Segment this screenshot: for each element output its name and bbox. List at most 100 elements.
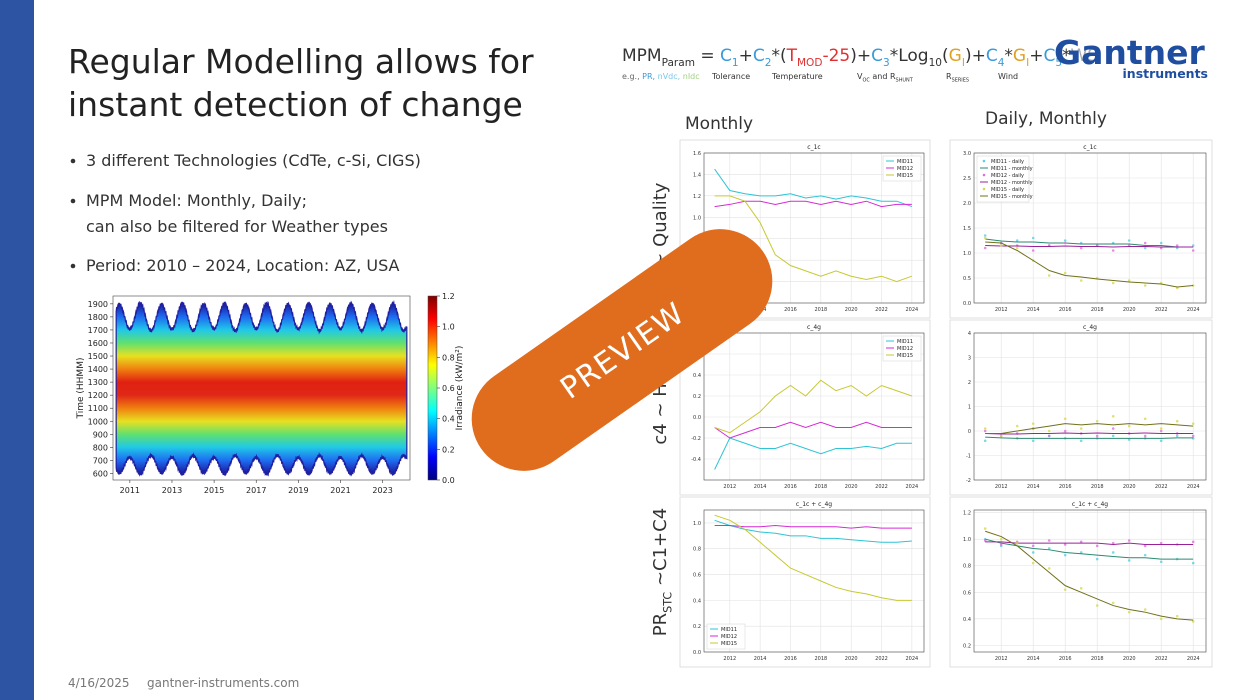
y-tick-label: 1500 [88, 352, 108, 361]
token: * [1004, 46, 1013, 66]
data-point [1095, 434, 1099, 438]
y-tick-label: 800 [93, 443, 108, 452]
x-tick-label: 2024 [905, 656, 918, 662]
x-tick-label: 2012 [995, 656, 1008, 662]
data-point [983, 439, 987, 443]
token-sub: I [962, 57, 965, 69]
y-tick-label: 1.0 [963, 251, 971, 257]
series-line [714, 524, 912, 529]
token: *Log [890, 46, 929, 66]
y-tick-label: 1.5 [963, 226, 971, 232]
token: G [1013, 46, 1026, 66]
x-tick-label: 2020 [845, 307, 858, 313]
token: Temperature [771, 72, 823, 81]
x-tick-label: 2016 [1059, 656, 1072, 662]
y-tick-label: 0.0 [693, 415, 701, 421]
series-line [985, 238, 1194, 248]
data-point [1031, 249, 1035, 252]
token: Tolerance [711, 72, 750, 81]
y-tick-label: 0.6 [963, 590, 971, 596]
chart-title: c_1c [807, 144, 820, 151]
data-point [1143, 544, 1147, 548]
data-point [999, 537, 1003, 541]
y-tick-label: 0 [968, 429, 971, 435]
y-tick-label: -0.2 [691, 436, 701, 442]
data-point [983, 236, 987, 240]
chart-title: c_4g [1083, 324, 1097, 331]
data-point [1127, 539, 1131, 542]
token: e.g., [622, 72, 642, 81]
data-point [1031, 561, 1035, 565]
token: PR [650, 613, 671, 636]
data-point [1063, 241, 1067, 245]
y-tick-label: 0.2 [693, 394, 701, 400]
y-tick-label: 700 [93, 456, 108, 465]
chart-title: c_4g [807, 324, 821, 331]
token: G [949, 46, 962, 66]
plot-frame [112, 295, 411, 481]
data-point [1159, 541, 1163, 545]
data-point [1095, 557, 1099, 561]
x-tick-label: 2022 [875, 656, 888, 662]
token: PR, [642, 72, 657, 81]
legend-label: MID12 [897, 346, 913, 352]
token-sub: 3 [883, 57, 890, 69]
token: = [695, 46, 720, 66]
x-tick-label: 2024 [905, 307, 918, 313]
legend-label: MID11 [721, 627, 737, 633]
token: MPM [622, 46, 662, 66]
token-sub: STC [661, 592, 674, 613]
data-point [1063, 417, 1067, 421]
token: and R [870, 72, 896, 81]
bullet-dot [70, 158, 76, 164]
data-point [983, 527, 987, 530]
data-point [1175, 434, 1179, 438]
x-tick-label: 2020 [845, 656, 858, 662]
formula-note: Tolerance [711, 72, 750, 81]
heatmap-surface [115, 299, 408, 477]
token-sub: 5 [1055, 57, 1062, 69]
x-tick-label: 2011 [120, 486, 140, 495]
data-point [1047, 274, 1051, 277]
data-point [1063, 429, 1067, 433]
x-tick-label: 2022 [875, 484, 888, 490]
x-tick-label: 2024 [905, 484, 918, 490]
chart-title: c_1c + c_4g [796, 501, 832, 508]
data-point [1095, 544, 1099, 548]
y-tick-label: 0.5 [963, 276, 971, 282]
data-point [1047, 434, 1051, 438]
token-sub: I [1026, 57, 1029, 69]
legend-label: MID11 - monthly [991, 166, 1033, 172]
footer-url: gantner-instruments.com [147, 676, 299, 690]
x-tick-label: 2016 [1059, 484, 1072, 490]
legend-label: MID12 [897, 166, 913, 172]
data-point [1127, 279, 1131, 282]
token: + [739, 46, 753, 66]
side-band [0, 0, 34, 700]
data-point [1159, 427, 1163, 430]
series-line [985, 538, 1194, 560]
watermark-band [471, 229, 773, 471]
data-point [1191, 244, 1195, 247]
colorbar-tick-label: 0.2 [442, 445, 455, 454]
series-line [985, 423, 1194, 434]
data-point [1111, 427, 1115, 430]
x-tick-label: 2016 [784, 307, 797, 313]
y-tick-label: 3 [968, 356, 971, 362]
y-tick-label: 1.0 [963, 537, 971, 543]
legend-label: MID15 [721, 641, 737, 647]
data-point [1015, 239, 1019, 242]
y-tick-label: 0.0 [693, 650, 701, 656]
data-point [1079, 246, 1083, 250]
data-point [1127, 559, 1131, 562]
data-point [1063, 239, 1067, 242]
bullet-dot [70, 263, 76, 269]
data-point [1111, 249, 1115, 252]
token: Wind [998, 72, 1018, 81]
data-point [1015, 246, 1019, 250]
data-point [1159, 560, 1163, 564]
series-line [985, 432, 1194, 435]
series-line [714, 421, 912, 439]
token-sub: Param [662, 57, 695, 69]
legend-box [976, 155, 1030, 203]
